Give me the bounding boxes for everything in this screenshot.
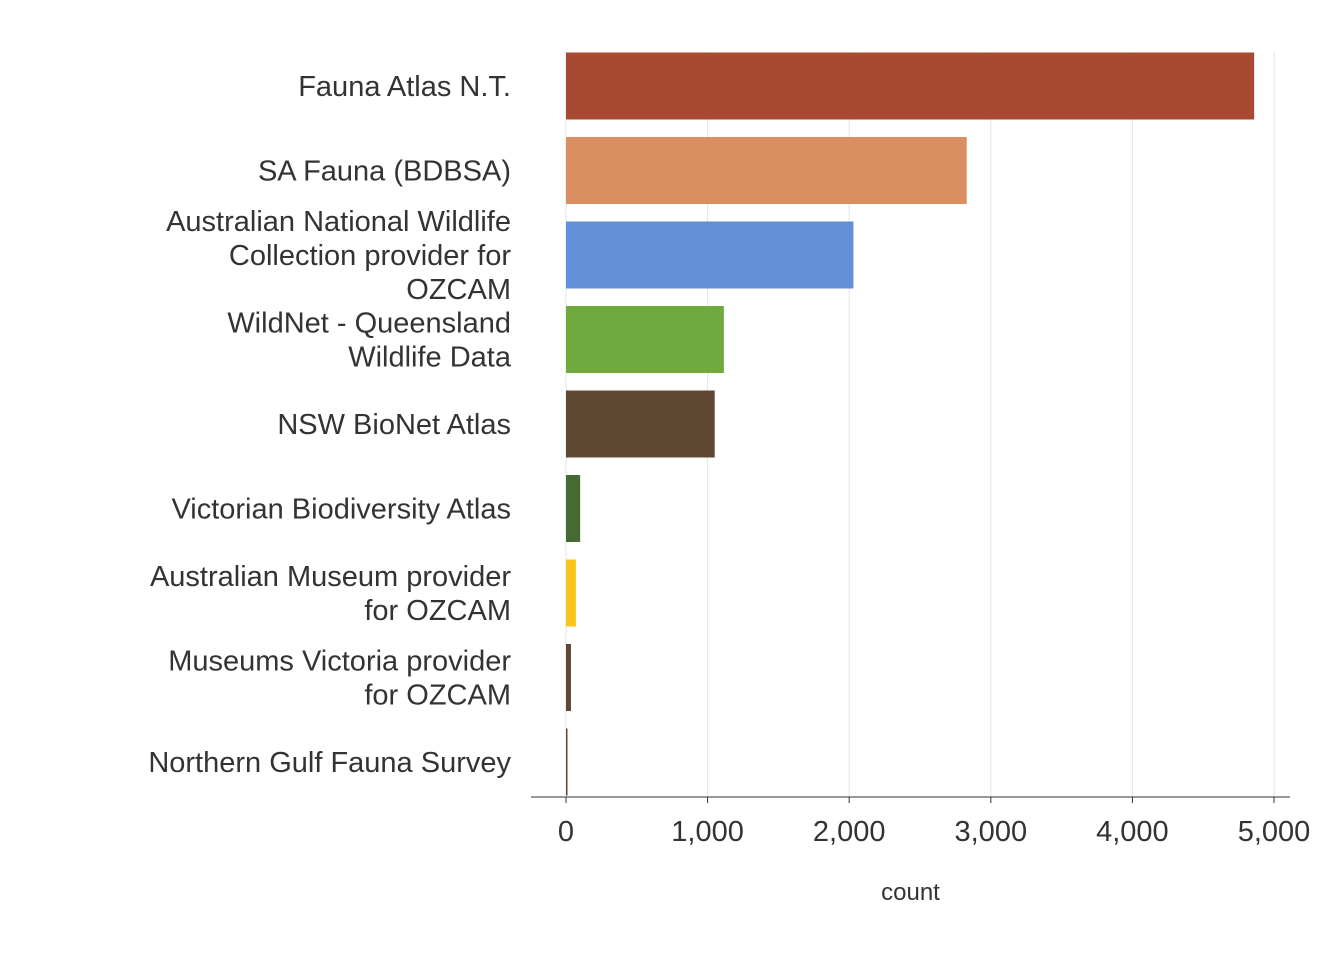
x-tick-label-1: 1,000 — [671, 816, 744, 848]
category-label-line: Northern Gulf Fauna Survey — [148, 747, 511, 779]
x-tick-label-4: 4,000 — [1096, 816, 1169, 848]
x-tick-label-5: 5,000 — [1238, 816, 1311, 848]
bar-0 — [566, 52, 1255, 120]
x-tick-label-3: 3,000 — [955, 816, 1028, 848]
category-label-line: WildNet - Queensland — [227, 308, 511, 340]
category-label-6: Australian Museum provider for OZCAM — [150, 561, 511, 627]
bars — [566, 52, 1255, 796]
category-label-line: SA Fauna (BDBSA) — [258, 156, 511, 188]
category-label-line: NSW BioNet Atlas — [277, 409, 511, 441]
bar-4 — [566, 390, 715, 458]
category-label-line: Collection provider for — [229, 240, 511, 272]
category-label-line: Wildlife Data — [348, 342, 512, 374]
category-label-line: Fauna Atlas N.T. — [298, 71, 511, 103]
category-label-line: Australian National Wildlife — [166, 206, 511, 238]
bar-5 — [566, 475, 581, 542]
x-axis-title: count — [881, 879, 940, 906]
category-label-0: Fauna Atlas N.T. — [298, 71, 511, 103]
category-labels: Fauna Atlas N.T. SA Fauna (BDBSA) Australi… — [148, 71, 512, 779]
bar-1 — [566, 137, 967, 204]
x-tick-label-2: 2,000 — [813, 816, 886, 848]
bar-2 — [566, 221, 854, 289]
x-axis-ticks: 0 1,000 2,000 3,000 4,000 5,000 — [558, 797, 1310, 848]
category-label-8: Northern Gulf Fauna Survey — [148, 747, 511, 779]
bar-7 — [566, 644, 571, 711]
category-label-line: for OZCAM — [364, 680, 511, 712]
category-label-line: Museums Victoria provider — [168, 646, 511, 678]
category-label-line: Australian Museum provider — [150, 561, 511, 593]
bar-3 — [566, 306, 724, 373]
x-tick-label-0: 0 — [558, 816, 574, 848]
category-label-1: SA Fauna (BDBSA) — [258, 156, 511, 188]
category-label-line: OZCAM — [406, 274, 511, 306]
category-label-line: Victorian Biodiversity Atlas — [171, 494, 511, 526]
category-label-7: Museums Victoria provider for OZCAM — [168, 646, 511, 712]
bar-6 — [566, 559, 576, 627]
category-label-line: for OZCAM — [364, 595, 511, 627]
category-label-5: Victorian Biodiversity Atlas — [171, 494, 511, 526]
bar-8 — [566, 728, 568, 796]
category-label-2: Australian National Wildlife Collection p… — [166, 206, 511, 306]
category-label-3: WildNet - Queensland Wildlife Data — [227, 308, 512, 374]
category-label-4: NSW BioNet Atlas — [277, 409, 511, 441]
